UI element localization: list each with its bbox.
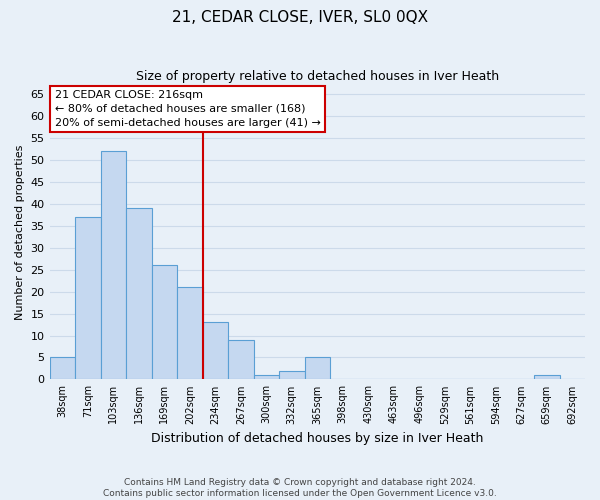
- Text: 21, CEDAR CLOSE, IVER, SL0 0QX: 21, CEDAR CLOSE, IVER, SL0 0QX: [172, 10, 428, 25]
- Bar: [254, 375, 279, 380]
- Bar: [228, 340, 254, 380]
- Bar: [126, 208, 152, 380]
- Bar: [50, 358, 75, 380]
- X-axis label: Distribution of detached houses by size in Iver Heath: Distribution of detached houses by size …: [151, 432, 484, 445]
- Bar: [101, 152, 126, 380]
- Bar: [305, 358, 330, 380]
- Text: Contains HM Land Registry data © Crown copyright and database right 2024.
Contai: Contains HM Land Registry data © Crown c…: [103, 478, 497, 498]
- Y-axis label: Number of detached properties: Number of detached properties: [15, 145, 25, 320]
- Bar: [177, 288, 203, 380]
- Bar: [203, 322, 228, 380]
- Bar: [279, 370, 305, 380]
- Bar: [75, 217, 101, 380]
- Text: 21 CEDAR CLOSE: 216sqm
← 80% of detached houses are smaller (168)
20% of semi-de: 21 CEDAR CLOSE: 216sqm ← 80% of detached…: [55, 90, 321, 128]
- Title: Size of property relative to detached houses in Iver Heath: Size of property relative to detached ho…: [136, 70, 499, 83]
- Bar: [152, 266, 177, 380]
- Bar: [534, 375, 560, 380]
